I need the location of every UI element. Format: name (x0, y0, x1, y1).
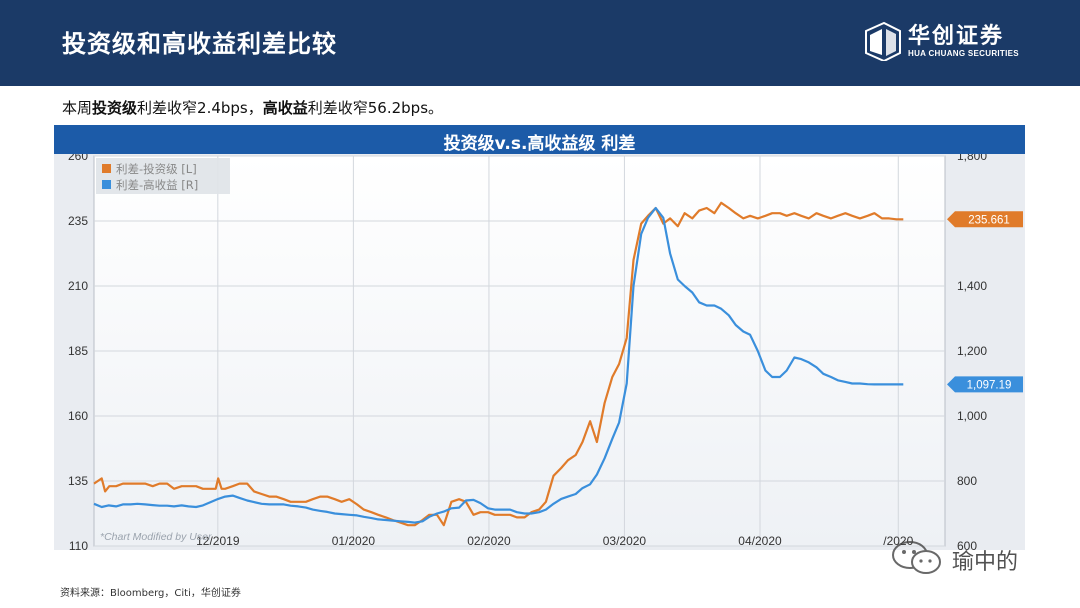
left-axis-tick-label: 160 (68, 409, 88, 423)
series-line-high-yield (93, 206, 904, 524)
series-line-investment-grade (93, 201, 904, 527)
series-last-value-tag (947, 376, 1023, 393)
x-axis-tick-label: /2020 (883, 534, 913, 548)
series-last-value-tag (947, 211, 1023, 228)
legend-swatch (102, 164, 111, 173)
right-axis-tick-label: 1,400 (957, 279, 987, 293)
x-axis-tick-label: 03/2020 (603, 534, 647, 548)
right-axis-tick-label: 1,200 (957, 344, 987, 358)
summary-part-3: 利差收窄56.2bps。 (307, 99, 444, 117)
series-last-value-label: 235.661 (968, 214, 1010, 226)
summary-part-2: 利差收窄2.4bps， (137, 99, 263, 117)
x-axis-tick-label: 02/2020 (467, 534, 511, 548)
chart-area: 110 135 160 185 210 235 260 600 800 1,000 1,200 1,4… (54, 149, 1025, 553)
watermark-text: 瑜中的 (952, 550, 1019, 575)
right-axis-tick-label: 1,800 (957, 154, 987, 163)
x-axis-tick-label: 12/2019 (196, 534, 240, 548)
header-bar: 投资级和高收益利差比较 华创证券 HUA CHUANG SECURITIES (0, 0, 1080, 86)
chart-title: 投资级v.s.高收益级 利差 (443, 134, 636, 154)
chart-title-bar: 投资级v.s.高收益级 利差 (54, 125, 1025, 154)
legend-swatch (102, 180, 111, 189)
left-axis-tick-label: 135 (68, 474, 88, 488)
right-axis-tick-label: 1,000 (957, 409, 987, 423)
logo-cube-icon (865, 21, 901, 61)
company-logo: 华创证券 HUA CHUANG SECURITIES (864, 18, 1024, 66)
logo-text-en: HUA CHUANG SECURITIES (908, 49, 1019, 58)
source-note: 资料来源：Bloomberg，Citi，华创证券 (60, 588, 241, 599)
logo-text-cn: 华创证券 (908, 24, 1005, 49)
right-axis-tick-label: 800 (957, 474, 977, 488)
x-axis-tick-label: 04/2020 (738, 534, 782, 548)
left-axis-tick-label: 185 (68, 344, 88, 358)
wechat-icon (892, 541, 941, 574)
right-axis-tick-label: 600 (957, 539, 977, 550)
summary-bold-hy: 高收益 (262, 99, 308, 117)
legend-label: 利差-投资级 [L] (116, 162, 197, 176)
legend-label: 利差-高收益 [R] (116, 178, 198, 192)
spread-line-chart: 110 135 160 185 210 235 260 600 800 1,000 1,200 1,4… (54, 149, 1025, 553)
page-title: 投资级和高收益利差比较 (62, 30, 337, 58)
wechat-watermark: 瑜中的 (890, 538, 1060, 578)
series-last-value-label: 1,097.19 (967, 379, 1012, 391)
left-axis-tick-label: 260 (68, 154, 88, 163)
summary-bold-ig: 投资级 (92, 99, 138, 117)
left-axis-tick-label: 210 (68, 279, 88, 293)
summary-part-1: 本周 (62, 99, 93, 117)
summary-text: 本周投资级利差收窄2.4bps，高收益利差收窄56.2bps。 (62, 97, 443, 118)
legend-box (96, 158, 230, 194)
chart-annotation: *Chart Modified by User (100, 531, 212, 543)
x-axis-tick-label: 01/2020 (332, 534, 376, 548)
left-axis-tick-label: 235 (68, 214, 88, 228)
left-axis-tick-label: 110 (69, 539, 88, 550)
